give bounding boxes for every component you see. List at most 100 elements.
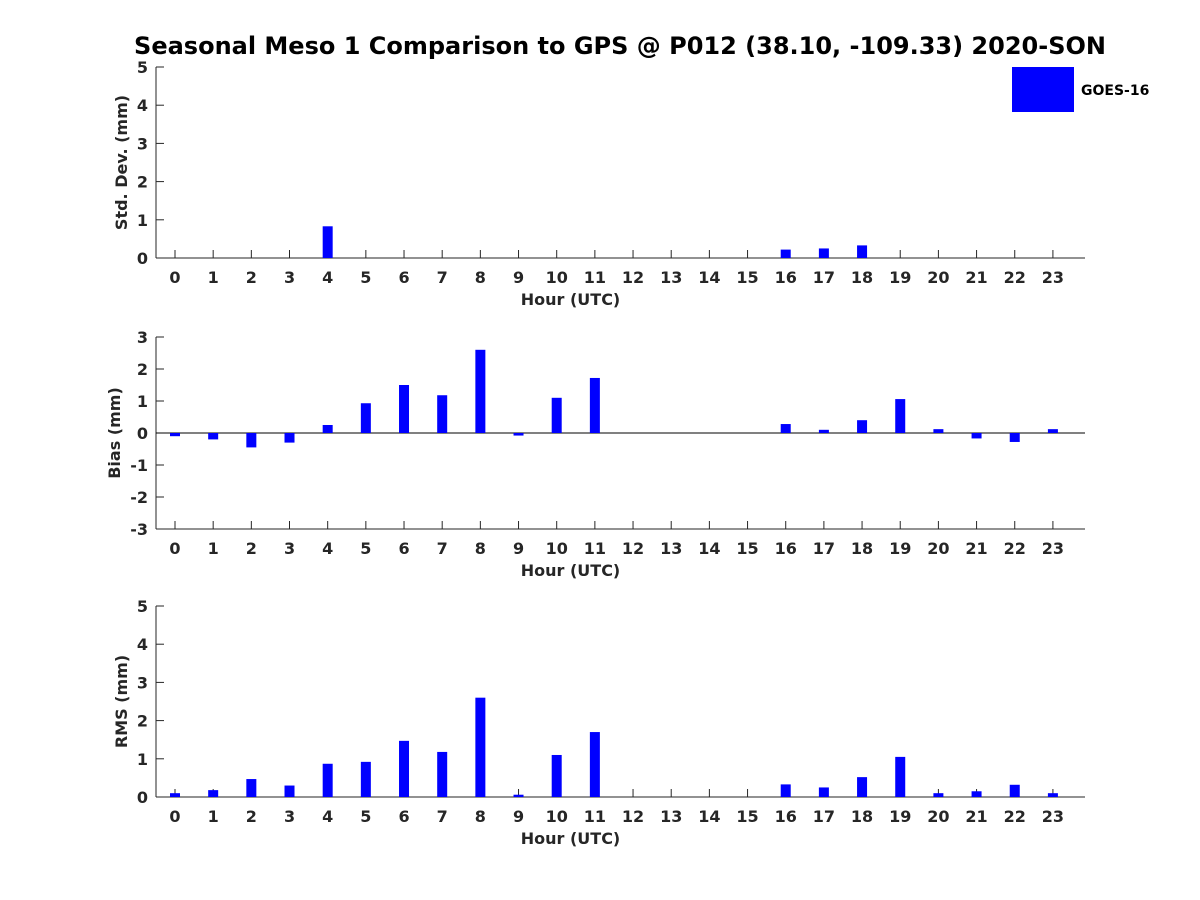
rms-y-tick-label: 5 — [137, 597, 148, 616]
bias-y-tick-label: -3 — [130, 520, 148, 539]
rms-x-tick-label: 21 — [965, 807, 987, 826]
bias-bar-hour-22 — [1009, 433, 1020, 442]
std-dev-x-tick-label: 21 — [965, 268, 987, 287]
rms-bar-hour-23 — [1047, 793, 1058, 797]
std-dev-y-tick-label: 2 — [137, 173, 148, 192]
rms-bar-hour-19 — [895, 756, 906, 797]
rms-bar-hour-16 — [780, 784, 791, 797]
rms-x-tick-label: 2 — [246, 807, 257, 826]
bias-bar-hour-6 — [399, 385, 410, 433]
bias-x-tick-label: 1 — [208, 539, 219, 558]
std-dev-x-tick-label: 12 — [622, 268, 644, 287]
rms-x-tick-label: 20 — [927, 807, 949, 826]
rms-bar-hour-20 — [933, 793, 944, 797]
bias-bar-hour-8 — [475, 349, 486, 433]
bias-y-axis-label: Bias (mm) — [105, 387, 124, 479]
bias-bar-hour-9 — [513, 433, 524, 436]
bias-x-tick-label: 4 — [322, 539, 333, 558]
std-dev-y-tick-label: 3 — [137, 134, 148, 153]
bias-bar-hour-11 — [589, 377, 600, 433]
rms-bar-hour-5 — [360, 761, 371, 797]
std-dev-x-tick-label: 14 — [698, 268, 720, 287]
rms-y-tick-label: 2 — [137, 712, 148, 731]
bias-x-tick-label: 14 — [698, 539, 720, 558]
bias-bar-hour-5 — [360, 403, 371, 433]
rms-bar-hour-17 — [818, 787, 829, 797]
legend-swatch-goes16 — [1012, 67, 1074, 112]
bias-x-tick-label: 6 — [398, 539, 409, 558]
rms-x-tick-label: 19 — [889, 807, 911, 826]
rms-bar-hour-10 — [551, 754, 562, 797]
bias-bar-hour-3 — [284, 433, 295, 443]
bias-x-tick-label: 11 — [584, 539, 606, 558]
std-dev-x-tick-label: 0 — [169, 268, 180, 287]
rms-x-tick-label: 14 — [698, 807, 720, 826]
rms-bar-hour-11 — [589, 732, 600, 797]
std-dev-x-tick-label: 5 — [360, 268, 371, 287]
rms-x-axis-label: Hour (UTC) — [521, 829, 621, 848]
rms-bar-hour-1 — [208, 790, 219, 797]
bias-x-tick-label: 19 — [889, 539, 911, 558]
rms-y-tick-label: 3 — [137, 673, 148, 692]
rms-x-tick-label: 12 — [622, 807, 644, 826]
bias-y-tick-label: 3 — [137, 328, 148, 347]
rms-x-tick-label: 13 — [660, 807, 682, 826]
rms-x-tick-label: 6 — [398, 807, 409, 826]
std-dev-y-tick-label: 4 — [137, 96, 148, 115]
bias-bar-hour-20 — [933, 429, 944, 433]
rms-x-tick-label: 0 — [169, 807, 180, 826]
bias-x-tick-label: 21 — [965, 539, 987, 558]
bias-bar-hour-21 — [971, 433, 982, 439]
std-dev-x-tick-label: 10 — [546, 268, 568, 287]
rms-x-tick-label: 18 — [851, 807, 873, 826]
bias-bar-hour-23 — [1047, 429, 1058, 433]
rms-x-tick-label: 10 — [546, 807, 568, 826]
bias-bar-hour-7 — [437, 395, 448, 433]
rms-x-tick-label: 3 — [284, 807, 295, 826]
rms-bar-hour-7 — [437, 751, 448, 797]
rms-x-tick-label: 15 — [736, 807, 758, 826]
bias-y-tick-label: 0 — [137, 424, 148, 443]
bias-x-tick-label: 2 — [246, 539, 257, 558]
std-dev-x-axis-label: Hour (UTC) — [521, 290, 621, 309]
rms-y-tick-label: 4 — [137, 635, 148, 654]
rms-x-tick-label: 8 — [475, 807, 486, 826]
std-dev-y-tick-label: 1 — [137, 211, 148, 230]
std-dev-x-tick-label: 8 — [475, 268, 486, 287]
rms-y-tick-label: 1 — [137, 750, 148, 769]
std-dev-x-tick-label: 19 — [889, 268, 911, 287]
bias-bar-hour-16 — [780, 424, 791, 433]
rms-y-tick-label: 0 — [137, 788, 148, 807]
bias-x-tick-label: 22 — [1004, 539, 1026, 558]
bias-y-tick-label: 2 — [137, 360, 148, 379]
std-dev-x-tick-label: 18 — [851, 268, 873, 287]
bias-x-tick-label: 16 — [775, 539, 797, 558]
rms-x-tick-label: 7 — [437, 807, 448, 826]
std-dev-bar-hour-4 — [322, 226, 333, 258]
rms-bar-hour-4 — [322, 763, 333, 797]
std-dev-x-tick-label: 22 — [1004, 268, 1026, 287]
bias-x-tick-label: 23 — [1042, 539, 1064, 558]
rms-x-tick-label: 22 — [1004, 807, 1026, 826]
std-dev-x-tick-label: 11 — [584, 268, 606, 287]
rms-bar-hour-0 — [170, 793, 180, 797]
rms-bar-hour-9 — [513, 794, 524, 797]
std-dev-y-tick-label: 5 — [137, 58, 148, 77]
std-dev-x-tick-label: 7 — [437, 268, 448, 287]
bias-x-tick-label: 18 — [851, 539, 873, 558]
std-dev-y-axis-label: Std. Dev. (mm) — [112, 95, 131, 230]
bias-x-tick-label: 17 — [813, 539, 835, 558]
rms-x-tick-label: 23 — [1042, 807, 1064, 826]
bias-bar-hour-0 — [170, 433, 180, 437]
bias-x-tick-label: 7 — [437, 539, 448, 558]
std-dev-x-tick-label: 9 — [513, 268, 524, 287]
bias-x-tick-label: 3 — [284, 539, 295, 558]
std-dev-bar-hour-16 — [780, 249, 791, 258]
std-dev-x-tick-label: 23 — [1042, 268, 1064, 287]
rms-bar-hour-8 — [475, 697, 486, 797]
std-dev-bar-hour-17 — [818, 248, 829, 258]
